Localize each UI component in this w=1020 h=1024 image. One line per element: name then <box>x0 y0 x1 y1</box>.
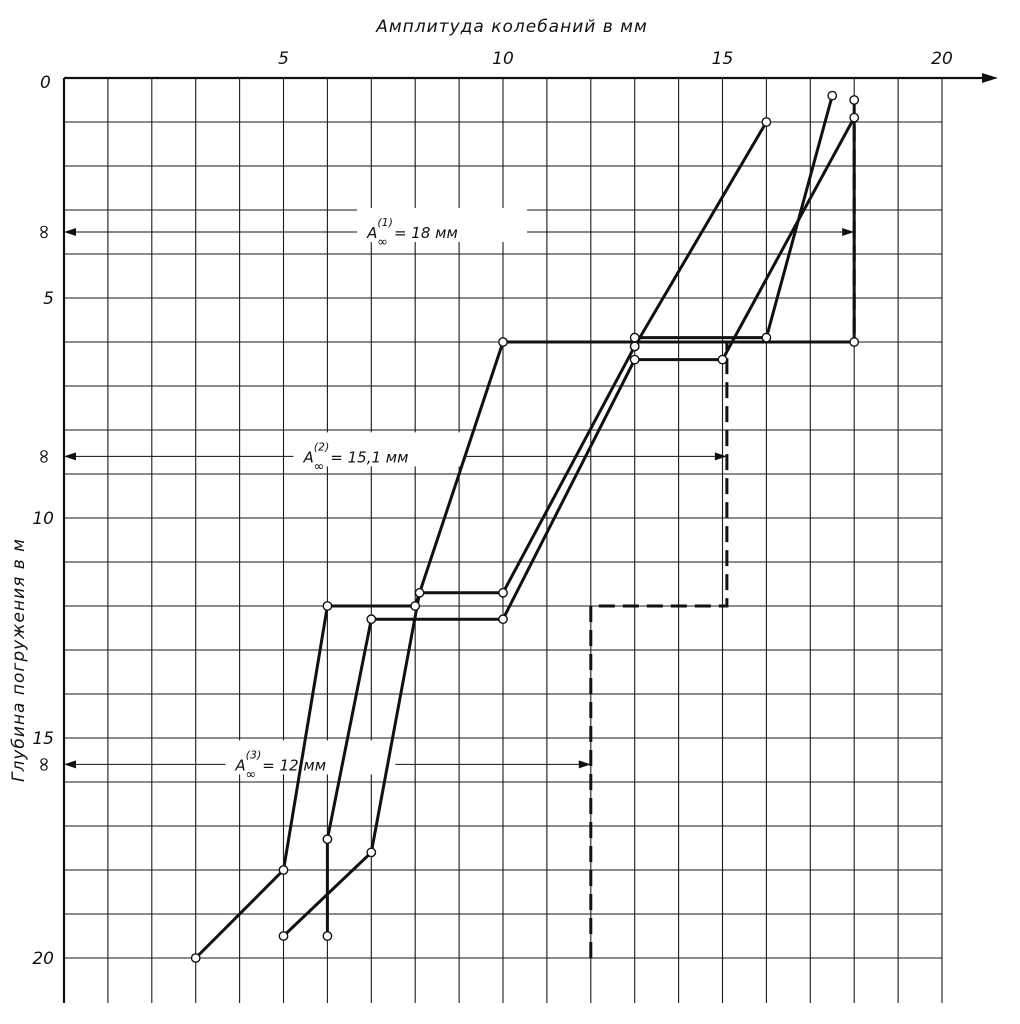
series-3-point <box>629 332 640 343</box>
annotation-arrowhead-right <box>714 452 727 461</box>
axes <box>62 73 998 1003</box>
y-tick-label: 20 <box>32 949 54 969</box>
x-axis-title: Амплитуда колебаний в мм <box>375 17 648 37</box>
x-tick-label: 15 <box>712 49 734 69</box>
x-tick-label: 10 <box>492 49 514 69</box>
series-3-point <box>761 332 772 343</box>
series-2-point <box>322 834 333 845</box>
annotation-label-bg <box>357 208 528 242</box>
y-tick-label: 10 <box>32 509 54 529</box>
infinity-mark: ∞ <box>33 756 57 773</box>
series-2-point <box>849 112 860 123</box>
y-tick-label: 15 <box>32 729 54 749</box>
annotation-arrowhead-right <box>578 760 591 769</box>
series-2-point <box>717 354 728 365</box>
series-1-point <box>190 953 201 963</box>
annotation-label: A(1) ∞= 18 мм <box>366 216 458 250</box>
series-4-point <box>629 341 640 352</box>
series-2-point <box>366 614 377 625</box>
series-group <box>190 90 860 963</box>
series-1-point <box>322 601 333 611</box>
series-1-point <box>849 95 860 105</box>
series-3-point <box>278 931 289 941</box>
series-3-point <box>827 90 838 101</box>
series-line-4 <box>633 120 768 348</box>
annotation-arrowhead-left <box>64 228 76 236</box>
y-tick-label: 5 <box>43 289 54 309</box>
series-3-point <box>366 847 377 858</box>
series-2-point <box>498 614 508 625</box>
annotation-label: A(2) ∞= 15,1 мм <box>302 440 408 474</box>
series-3-point <box>498 587 508 598</box>
series-2-point <box>629 354 640 365</box>
series-4-point <box>761 117 772 127</box>
annotation-label-bg <box>225 740 396 775</box>
x-tick-label: 20 <box>931 49 953 69</box>
x-tick-label: 5 <box>278 49 289 69</box>
annotation-label: A(3) ∞= 12 мм <box>234 748 326 782</box>
series-2-point <box>322 931 333 941</box>
tick-labels: 0 5 10 15 20 5 10 15 20 <box>32 49 952 969</box>
series-3-point <box>414 587 425 598</box>
annotation-label-bg <box>293 432 464 467</box>
origin-label: 0 <box>40 73 51 93</box>
series-1-point <box>278 865 289 875</box>
infinity-mark: ∞ <box>33 224 57 241</box>
annotation-arrowhead-left <box>64 760 76 769</box>
series-1-point <box>849 337 860 347</box>
series-1-point <box>410 601 421 611</box>
y-axis-title: Глубина погружения в м <box>9 538 29 782</box>
series-1-point <box>498 337 508 347</box>
annotation-arrowhead-left <box>64 452 76 461</box>
annotation-arrowhead-right <box>842 228 855 236</box>
infinity-mark: ∞ <box>33 448 57 465</box>
series-line-3 <box>282 94 834 938</box>
x-axis-arrowhead <box>982 73 998 83</box>
annotations: A(1) ∞= 18 мм A(2) ∞= 15,1 мм A(3) ∞= 12 мм ∞ ∞… <box>33 208 855 782</box>
